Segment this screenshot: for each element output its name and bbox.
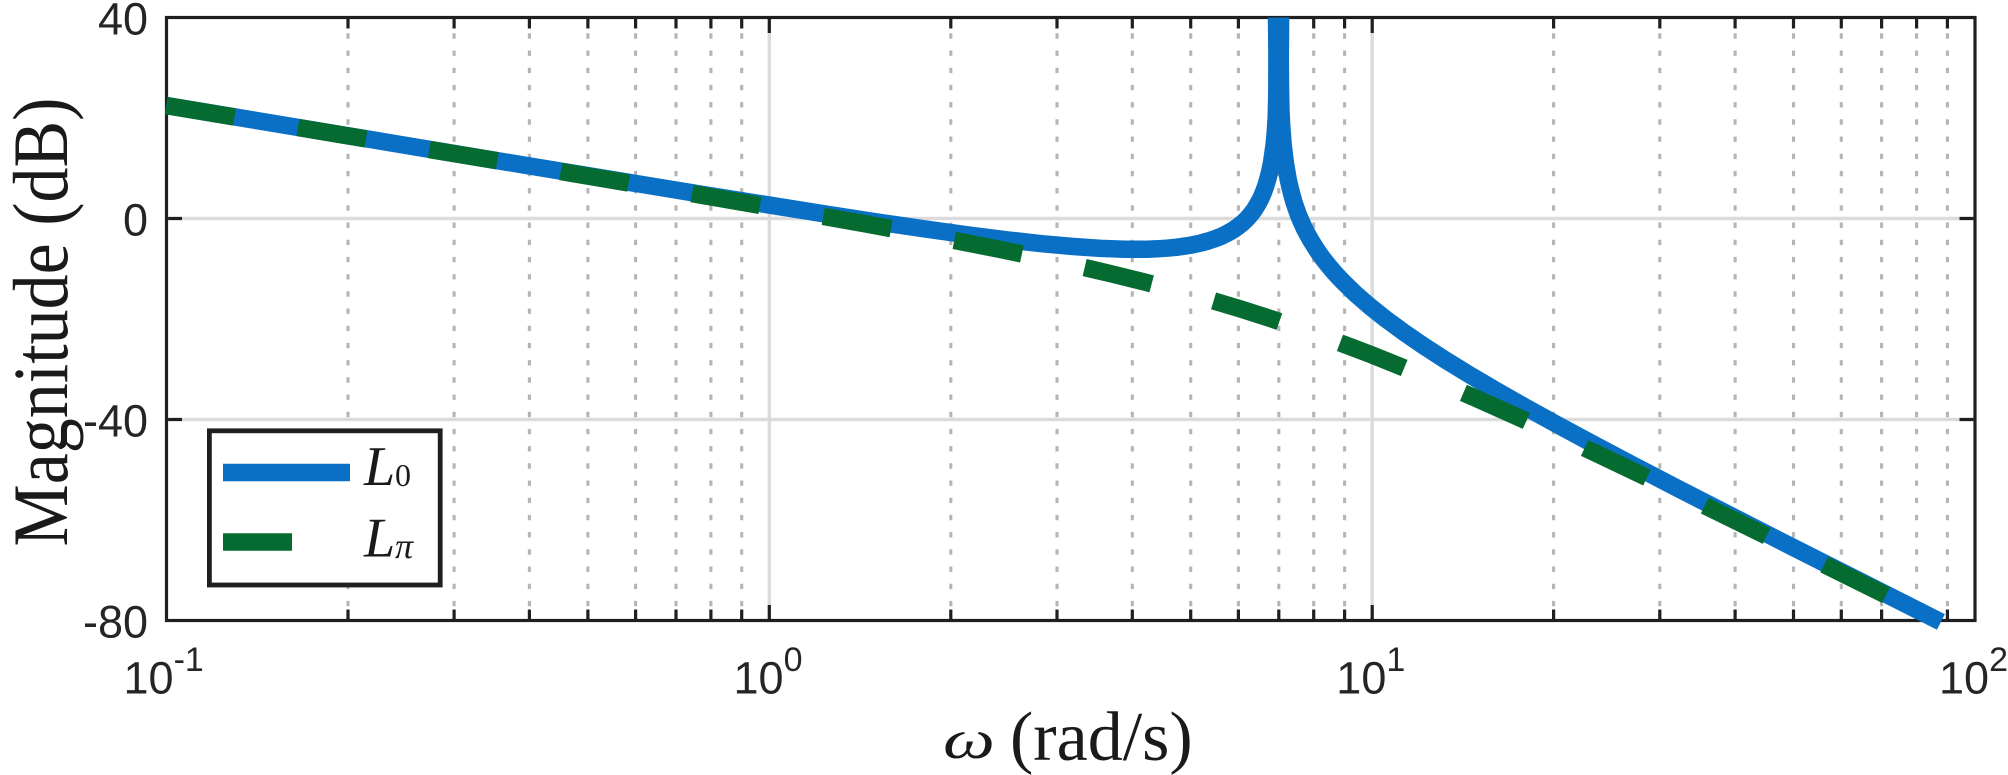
svg-text:L: L <box>363 508 395 570</box>
svg-text:0: 0 <box>123 195 148 246</box>
svg-text:0: 0 <box>395 457 411 493</box>
svg-text:ω: ω <box>943 710 995 771</box>
svg-text:(rad/s): (rad/s) <box>1010 699 1193 775</box>
svg-text:-40: -40 <box>83 396 148 447</box>
svg-text:40: 40 <box>98 0 148 45</box>
svg-text:π: π <box>395 526 414 566</box>
svg-text:-80: -80 <box>83 597 148 648</box>
svg-text:L: L <box>363 436 395 498</box>
svg-text:Magnitude (dB): Magnitude (dB) <box>0 98 85 547</box>
